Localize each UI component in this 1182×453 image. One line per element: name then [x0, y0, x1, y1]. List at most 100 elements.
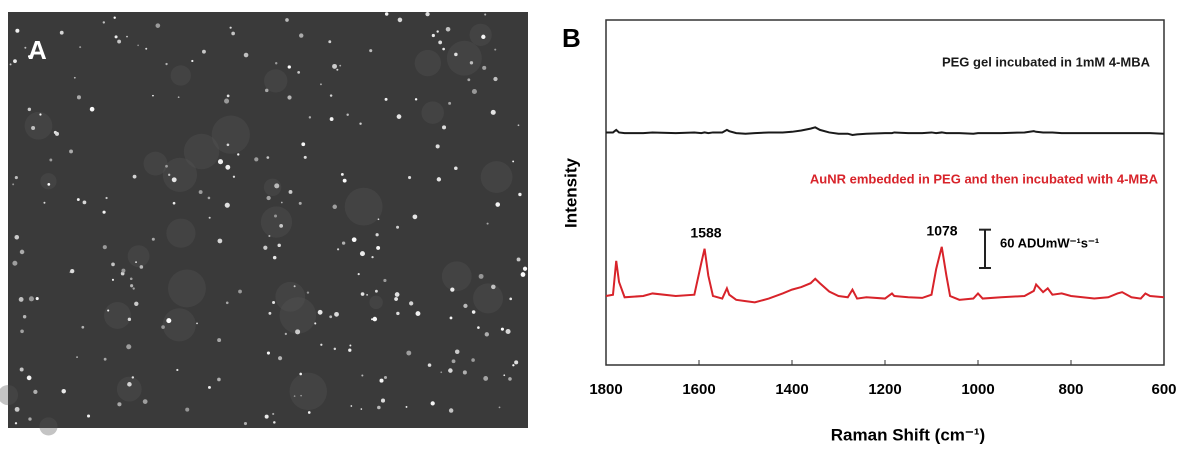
spot — [454, 166, 458, 171]
spot — [451, 359, 456, 364]
haze — [421, 101, 444, 124]
spot — [346, 113, 349, 116]
spot — [27, 55, 31, 58]
spot — [12, 260, 18, 266]
spot — [384, 12, 389, 16]
spot — [288, 190, 293, 194]
spot — [329, 117, 334, 121]
spot — [494, 48, 497, 51]
spot — [73, 76, 76, 79]
spot — [360, 408, 363, 410]
spot — [350, 405, 353, 407]
spot — [285, 18, 289, 22]
spot — [482, 65, 487, 70]
x-tick-label: 1400 — [775, 381, 808, 398]
spot — [462, 370, 467, 375]
spot — [26, 375, 32, 381]
haze — [39, 417, 58, 436]
series-label: AuNR embedded in PEG and then incubated … — [810, 171, 1159, 186]
spot — [202, 49, 206, 54]
x-tick-label: 1000 — [961, 381, 994, 398]
spot — [477, 326, 480, 329]
spot — [308, 116, 312, 119]
spot — [127, 317, 132, 322]
spot — [361, 374, 364, 377]
spot — [274, 183, 280, 189]
spot — [207, 385, 211, 389]
haze — [469, 23, 492, 46]
spot — [231, 31, 235, 36]
spot — [300, 394, 302, 397]
spot — [76, 356, 78, 358]
spot — [483, 376, 489, 381]
spot — [127, 382, 132, 387]
spot — [103, 357, 107, 361]
spot — [137, 44, 139, 47]
spot — [450, 287, 455, 292]
spot — [306, 291, 310, 294]
spot — [237, 153, 240, 156]
spot — [22, 315, 27, 319]
spot — [360, 292, 365, 296]
spot — [301, 142, 306, 147]
spot — [342, 178, 347, 183]
spot — [503, 374, 506, 377]
spot — [89, 106, 95, 112]
x-tick-label: 1200 — [868, 381, 901, 398]
spot — [520, 272, 526, 277]
spot — [129, 277, 133, 281]
spot — [412, 214, 418, 220]
spot — [383, 278, 387, 283]
spot — [332, 63, 338, 69]
spot — [185, 407, 190, 412]
spot — [224, 202, 230, 208]
spot — [33, 389, 38, 394]
spot — [47, 182, 51, 186]
spot — [340, 172, 344, 176]
spectrum-line — [606, 126, 1165, 137]
spot — [275, 62, 278, 65]
panel-label: A — [28, 35, 47, 65]
spot — [132, 287, 135, 290]
haze — [369, 295, 383, 310]
spot — [505, 328, 511, 335]
haze — [446, 40, 482, 76]
spot — [280, 201, 283, 204]
spot — [377, 405, 381, 410]
spot — [491, 284, 496, 290]
spot — [375, 289, 378, 293]
spot — [307, 411, 311, 414]
micrograph-spots — [0, 11, 528, 436]
spot — [448, 368, 453, 373]
haze — [162, 308, 196, 342]
spot — [14, 422, 18, 425]
spot — [396, 114, 402, 119]
spot — [14, 234, 20, 240]
spot — [196, 322, 198, 325]
spot — [329, 94, 333, 97]
spot — [349, 344, 352, 347]
spot — [522, 266, 528, 271]
haze — [116, 376, 142, 402]
spot — [69, 149, 73, 154]
spot — [24, 46, 27, 49]
spot — [478, 273, 484, 279]
spot — [295, 329, 301, 335]
spot — [408, 175, 412, 180]
spot — [126, 344, 132, 350]
micrograph — [8, 12, 528, 428]
spot — [516, 257, 521, 262]
spot — [299, 372, 302, 376]
x-tick-label: 1800 — [589, 381, 622, 398]
spot — [396, 225, 400, 229]
spot — [117, 402, 122, 407]
spot — [165, 164, 168, 168]
peak-label: 1588 — [690, 225, 721, 241]
spot — [394, 297, 398, 301]
spot — [317, 309, 323, 315]
spot — [448, 408, 454, 413]
spot — [28, 417, 32, 421]
spot — [55, 131, 60, 136]
spot — [132, 174, 137, 179]
scale-bar-label: 60 ADUmW⁻¹s⁻¹ — [1000, 235, 1099, 250]
